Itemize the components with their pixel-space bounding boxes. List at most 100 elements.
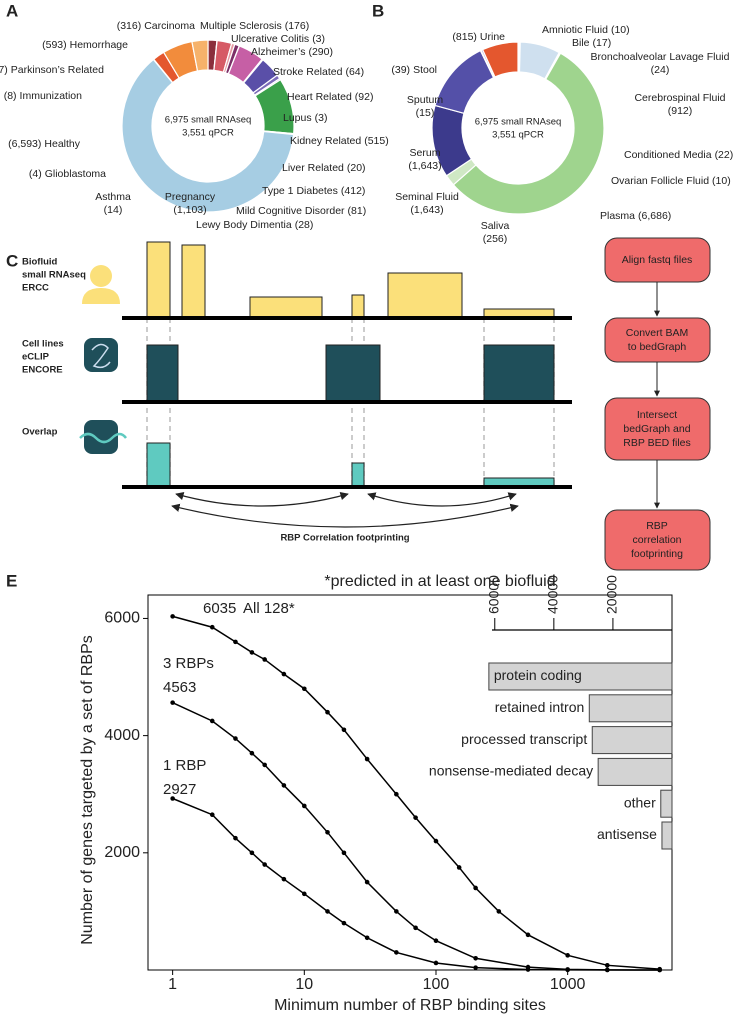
slice-name: Amniotic Fluid	[542, 24, 608, 36]
data-point	[341, 920, 347, 926]
slice-name: Carcinoma	[144, 20, 195, 32]
slice-value: (10)	[712, 175, 731, 187]
slice-label: Stroke Related (64)	[273, 66, 364, 78]
data-point	[394, 791, 399, 797]
start-value-label: 4563	[163, 679, 196, 696]
slice-label: Lupus (3)	[283, 112, 327, 124]
overlap-icon	[79, 432, 127, 444]
slice-value: (39)	[391, 64, 410, 76]
bar-label: antisense	[597, 826, 657, 842]
panel-label: C	[6, 251, 18, 270]
data-point	[302, 686, 307, 692]
series-line	[172, 701, 660, 971]
slice-name: Kidney Related	[290, 135, 361, 147]
read-block	[146, 241, 555, 319]
slice-label: Type 1 Diabetes (412)	[262, 185, 365, 197]
person-icon	[82, 288, 120, 304]
data-point	[456, 865, 462, 870]
node-text: RBP	[646, 520, 668, 532]
slice-value: (15)	[416, 107, 435, 119]
slice-value: (593)	[42, 39, 67, 51]
data-point	[525, 932, 531, 938]
flow-node	[604, 237, 711, 571]
slice	[191, 39, 209, 72]
slice-name: Lupus	[283, 112, 312, 124]
slice-value: (4)	[29, 168, 42, 180]
slice-value: (17)	[593, 37, 612, 49]
slice-label: Lewy Body Dimentia (28)	[196, 219, 313, 231]
data-point	[525, 967, 531, 972]
track-label: Biofluid	[22, 257, 58, 268]
data-point	[209, 812, 215, 818]
slice-label: (8) Immunization	[4, 90, 82, 102]
bar	[591, 726, 673, 755]
slice-value: (237)	[0, 64, 8, 76]
slice-value: (28)	[295, 219, 314, 231]
panel-label: A	[6, 1, 18, 20]
slice-value: (22)	[715, 149, 734, 161]
data-point	[394, 950, 399, 955]
slice-name: Hemorrhage	[70, 39, 129, 51]
slice-value: (6,593)	[8, 138, 41, 150]
slice-name: Alzheimer’s	[251, 46, 305, 58]
data-point	[262, 657, 267, 662]
data-point	[565, 953, 570, 958]
slice-label: (815) Urine	[452, 31, 505, 43]
slice-label: Heart Related (92)	[287, 91, 373, 103]
slice-label: Ulcerative Colitis (3)	[231, 33, 325, 45]
data-point	[604, 963, 610, 968]
plot-frame	[147, 594, 673, 971]
slice-label: Mild Cognitive Disorder (81)	[236, 205, 366, 217]
slice-name: Ovarian Follicle Fluid	[611, 175, 709, 187]
data-point	[262, 862, 267, 867]
slice-name: Urine	[480, 31, 505, 43]
node-text: correlation	[632, 534, 681, 546]
data-point	[281, 876, 287, 882]
data-point	[394, 909, 399, 914]
x-tick-label: 1	[168, 976, 177, 993]
series-line	[172, 797, 660, 971]
bar	[660, 789, 673, 818]
center-text: 3,551 qPCR	[182, 128, 234, 139]
track-label: small RNAseq	[22, 270, 86, 281]
slice-label: (593) Hemorrhage	[42, 39, 128, 51]
data-point	[473, 965, 478, 970]
track-label: eCLIP	[22, 352, 50, 363]
series-label: 1 RBP	[163, 757, 206, 774]
cell-icon	[91, 343, 111, 369]
slice-name: Bile	[572, 37, 590, 49]
slice-label: (237)Parkinson’s Related	[0, 64, 104, 76]
slice-value: (316)	[117, 20, 142, 32]
slice-label: Serum	[410, 147, 441, 159]
slice-label: Kidney Related (515)	[290, 135, 389, 147]
inset-tick-label: 20000	[604, 575, 620, 614]
data-point	[170, 700, 175, 705]
data-point	[413, 815, 418, 820]
data-point	[233, 736, 238, 741]
node-text: Intersect	[637, 409, 677, 421]
panel-label: B	[372, 1, 384, 20]
bar-label: protein coding	[494, 667, 582, 683]
slice-value: (3)	[315, 112, 328, 124]
bar	[597, 757, 673, 786]
slice-label: Saliva	[481, 220, 510, 232]
data-point	[413, 925, 418, 931]
slice-value: (290)	[308, 46, 333, 58]
bar-label: retained intron	[495, 699, 585, 715]
track-label: Cell lines	[22, 339, 64, 350]
node-text: Align fastq files	[622, 254, 693, 266]
slice-label: Bronchoalveolar Lavage Fluid	[591, 51, 730, 63]
y-tick-label: 4000	[104, 727, 140, 744]
bar	[588, 694, 673, 723]
slice-value: (912)	[668, 105, 693, 117]
person-icon	[90, 265, 112, 287]
series-label: 3 RBPs	[163, 655, 214, 672]
slice-value: (10)	[611, 24, 630, 36]
slice-value: (14)	[104, 204, 123, 216]
slice-label: (4) Glioblastoma	[29, 168, 106, 180]
slice-value: (412)	[341, 185, 366, 197]
y-axis-label: Number of genes targeted by a set of RBP…	[79, 635, 96, 945]
slice-name: Lewy Body Dimentia	[196, 219, 292, 231]
slice-label: Liver Related (20)	[282, 162, 366, 174]
clip-block	[146, 344, 555, 403]
